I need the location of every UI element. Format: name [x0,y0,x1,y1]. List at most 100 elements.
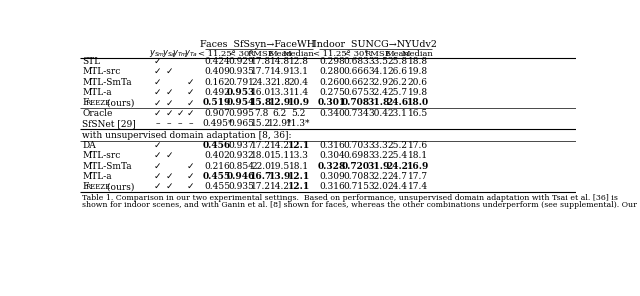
Text: 0.304: 0.304 [319,151,345,160]
Text: 14.8: 14.8 [270,57,290,66]
Text: 13.1: 13.1 [289,67,308,76]
Text: ✓: ✓ [187,182,195,191]
Text: 0.409: 0.409 [204,67,230,76]
Text: $y_{Tm}$: $y_{Tm}$ [172,49,188,59]
Text: –: – [189,119,193,128]
Text: 17.2: 17.2 [252,141,271,150]
Text: 6.2: 6.2 [273,109,287,118]
Text: 17.4: 17.4 [408,182,428,191]
Text: 0.703: 0.703 [343,141,369,150]
Text: 0.932: 0.932 [228,151,254,160]
Text: 0.402: 0.402 [204,151,230,160]
Text: 0.907: 0.907 [204,109,230,118]
Text: 0.216: 0.216 [204,162,230,170]
Text: 0.720: 0.720 [342,162,370,170]
Text: 14.2: 14.2 [270,141,290,150]
Text: 20.6: 20.6 [408,78,428,87]
Text: ✓: ✓ [165,88,173,97]
Text: ✓: ✓ [154,151,161,160]
Text: RMSE: RMSE [248,50,275,58]
Text: 0.708: 0.708 [343,172,369,181]
Text: 32.0: 32.0 [369,182,388,191]
Text: 12.9*: 12.9* [268,119,292,128]
Text: 12.1: 12.1 [287,182,310,191]
Text: 0.298: 0.298 [319,57,345,66]
Text: 17.8: 17.8 [252,57,271,66]
Text: Indoor  SUNCG→NYUdv2: Indoor SUNCG→NYUdv2 [313,40,437,49]
Text: 19.8: 19.8 [408,88,428,97]
Text: 0.937: 0.937 [228,141,254,150]
Text: 16.5: 16.5 [408,109,428,118]
Text: < 30°: < 30° [344,50,368,58]
Text: 32.2: 32.2 [369,172,388,181]
Text: 0.455: 0.455 [204,182,230,191]
Text: ✓: ✓ [154,109,161,118]
Text: 11.4: 11.4 [289,88,308,97]
Text: 19.8: 19.8 [408,67,428,76]
Text: 17.6: 17.6 [408,141,428,150]
Text: with unsupervised domain adaptation [8, 36]:: with unsupervised domain adaptation [8, … [83,131,292,140]
Text: 13.3: 13.3 [289,151,308,160]
Text: ✓: ✓ [187,98,195,107]
Text: ✓: ✓ [187,172,195,181]
Text: 21.8: 21.8 [270,78,290,87]
Text: ✓: ✓ [187,78,195,87]
Text: 24.7: 24.7 [388,172,408,181]
Text: 26.6: 26.6 [388,67,408,76]
Text: 0.953: 0.953 [227,88,255,97]
Text: F: F [83,182,89,191]
Text: 0.995: 0.995 [228,109,254,118]
Text: 15.1: 15.1 [270,151,290,160]
Text: 33.5: 33.5 [369,57,388,66]
Text: 33.2: 33.2 [369,151,388,160]
Text: 0.929: 0.929 [228,57,254,66]
Text: DA: DA [83,141,96,150]
Text: ✓: ✓ [154,141,161,150]
Text: REEZE: REEZE [85,99,111,107]
Text: 18.1: 18.1 [289,162,308,170]
Text: –: – [167,119,172,128]
Text: 22.0: 22.0 [252,162,271,170]
Text: Mean: Mean [386,50,410,58]
Text: 16.0: 16.0 [252,88,271,97]
Text: ✓: ✓ [154,182,161,191]
Text: 0.935: 0.935 [228,67,254,76]
Text: 0.456: 0.456 [203,141,231,150]
Text: < 30°: < 30° [229,50,253,58]
Text: 19.5: 19.5 [270,162,290,170]
Text: 0.340: 0.340 [319,109,345,118]
Text: 0.666: 0.666 [343,67,369,76]
Text: 25.4: 25.4 [388,151,408,160]
Text: 12.1: 12.1 [287,141,310,150]
Text: 17.7: 17.7 [408,172,428,181]
Text: < 11.25°: < 11.25° [313,50,351,58]
Text: 23.1: 23.1 [388,109,408,118]
Text: 16.7: 16.7 [250,172,273,181]
Text: 16.9: 16.9 [406,162,429,170]
Text: 0.495*: 0.495* [202,119,232,128]
Text: < 11.25°: < 11.25° [198,50,236,58]
Text: $y_{Ta}$: $y_{Ta}$ [184,49,198,59]
Text: 0.309: 0.309 [319,172,345,181]
Text: ✓: ✓ [165,98,173,107]
Text: Faces  SfSsyn→FaceWH: Faces SfSsyn→FaceWH [200,40,316,49]
Text: shown for indoor scenes, and with Ganin et al. [8] shown for faces, whereas the : shown for indoor scenes, and with Ganin … [83,201,637,209]
Text: ✓: ✓ [154,67,161,76]
Text: 15.8: 15.8 [250,98,273,107]
Text: 24.2: 24.2 [387,162,409,170]
Text: (ours): (ours) [104,98,134,107]
Text: 0.675: 0.675 [343,88,369,97]
Text: ✓: ✓ [187,162,195,170]
Text: 0.280: 0.280 [319,67,345,76]
Text: 31.8: 31.8 [367,98,390,107]
Text: 26.2: 26.2 [388,78,408,87]
Text: 0.301: 0.301 [317,98,346,107]
Text: 24.3: 24.3 [252,78,271,87]
Text: 12.9: 12.9 [269,98,291,107]
Text: 17.7: 17.7 [252,67,271,76]
Text: 7.8: 7.8 [254,109,269,118]
Text: 18.0: 18.0 [252,151,271,160]
Text: 25.2: 25.2 [388,141,408,150]
Text: 0.715: 0.715 [343,182,369,191]
Text: 0.662: 0.662 [343,78,369,87]
